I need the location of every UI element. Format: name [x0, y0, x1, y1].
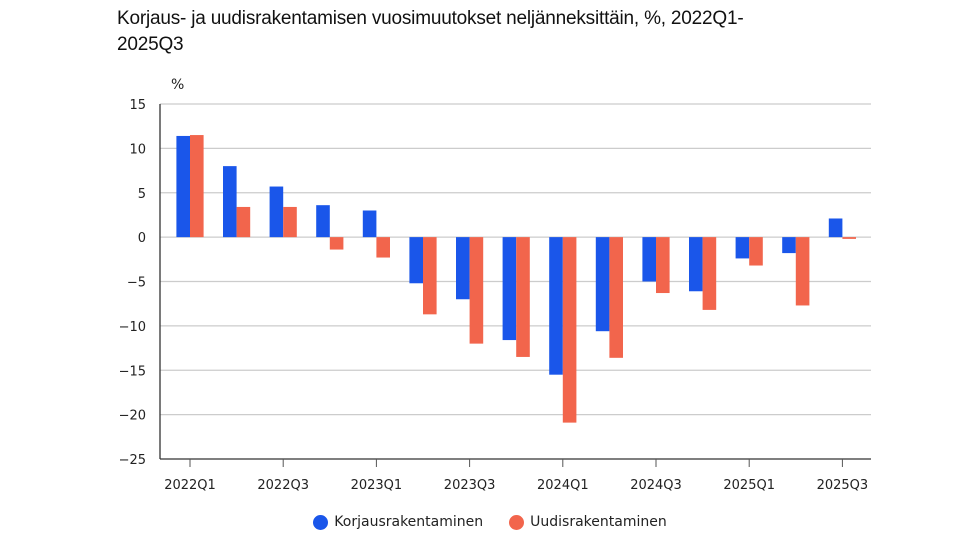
x-tick-label: 2023Q3	[444, 478, 496, 493]
legend-item-uudisrakentaminen[interactable]: Uudisrakentaminen	[509, 514, 667, 530]
legend-marker-orange	[509, 514, 525, 530]
bar-uudisrakentaminen-2022q4[interactable]	[329, 237, 344, 250]
bar-korjausrakentaminen-2023q4[interactable]	[502, 237, 517, 341]
bar-uudisrakentaminen-2023q3[interactable]	[469, 237, 484, 344]
bar-uudisrakentaminen-2024q1[interactable]	[562, 237, 577, 423]
chart-title-line-2: 2025Q3	[117, 34, 184, 55]
bar-korjausrakentaminen-2023q2[interactable]	[409, 237, 423, 284]
legend-item-korjausrakentaminen[interactable]: Korjausrakentaminen	[313, 514, 483, 530]
bar-uudisrakentaminen-2025q2[interactable]	[795, 237, 810, 306]
bar-uudisrakentaminen-2023q2[interactable]	[423, 237, 437, 315]
bar-korjausrakentaminen-2024q1[interactable]	[549, 237, 563, 375]
chart-title: Korjaus- ja uudisrakentamisen vuosimuuto…	[117, 6, 817, 58]
bar-korjausrakentaminen-2025q3[interactable]	[828, 218, 843, 238]
bar-chart: % 15 10 5 0 −5 −10 −15 −20 −25 2022Q1 2022Q3 2023Q…	[119, 77, 871, 493]
bar-uudisrakentaminen-2025q3[interactable]	[842, 237, 856, 239]
bar-korjausrakentaminen-2023q1[interactable]	[362, 210, 377, 238]
bar-uudisrakentaminen-2025q1[interactable]	[749, 237, 763, 266]
bar-uudisrakentaminen-2022q1[interactable]	[190, 135, 204, 238]
y-tick-label: −15	[119, 364, 146, 379]
bar-korjausrakentaminen-2022q1[interactable]	[176, 135, 190, 238]
bar-uudisrakentaminen-2023q1[interactable]	[376, 237, 390, 258]
y-tick-label: −20	[119, 409, 146, 424]
bar-uudisrakentaminen-2022q2[interactable]	[236, 206, 251, 238]
bar-uudisrakentaminen-2024q2[interactable]	[609, 237, 623, 358]
y-tick-label: 5	[138, 187, 146, 202]
x-tick-label: 2024Q1	[537, 478, 589, 493]
y-axis-unit-label: %	[171, 77, 184, 93]
x-axis-ticks: 2022Q1 2022Q3 2023Q1 2023Q3 2024Q1 2024Q3 2025…	[164, 459, 868, 493]
y-tick-label: −25	[119, 453, 146, 468]
chart-title-line-1: Korjaus- ja uudisrakentamisen vuosimuuto…	[117, 8, 744, 29]
bar-uudisrakentaminen-2024q4[interactable]	[702, 237, 717, 310]
y-tick-label: 0	[138, 231, 146, 246]
y-tick-label: 15	[129, 98, 146, 113]
y-axis-ticks: 15 10 5 0 −5 −10 −15 −20 −25	[119, 98, 146, 468]
x-tick-label: 2025Q1	[723, 478, 775, 493]
bar-korjausrakentaminen-2024q2[interactable]	[595, 237, 610, 332]
bar-korjausrakentaminen-2024q3[interactable]	[642, 237, 656, 282]
bar-uudisrakentaminen-2024q3[interactable]	[656, 237, 670, 294]
y-tick-label: 10	[129, 142, 146, 157]
bar-uudisrakentaminen-2023q4[interactable]	[516, 237, 530, 357]
bar-korjausrakentaminen-2022q2[interactable]	[223, 166, 237, 238]
legend: Korjausrakentaminen Uudisrakentaminen	[0, 514, 980, 530]
bar-korjausrakentaminen-2022q3[interactable]	[269, 186, 284, 238]
x-tick-label: 2024Q3	[630, 478, 682, 493]
legend-label: Korjausrakentaminen	[334, 514, 484, 530]
bars	[176, 135, 856, 423]
legend-marker-blue	[313, 514, 329, 530]
bar-korjausrakentaminen-2024q4[interactable]	[689, 237, 703, 292]
bar-uudisrakentaminen-2022q3[interactable]	[283, 206, 297, 238]
x-tick-label: 2022Q3	[257, 478, 309, 493]
y-tick-label: −5	[127, 276, 146, 291]
bar-korjausrakentaminen-2025q2[interactable]	[782, 237, 796, 254]
bar-korjausrakentaminen-2022q4[interactable]	[316, 205, 330, 238]
bar-korjausrakentaminen-2023q3[interactable]	[456, 237, 470, 300]
y-tick-label: −10	[119, 320, 146, 335]
x-tick-label: 2025Q3	[817, 478, 869, 493]
x-tick-label: 2023Q1	[351, 478, 403, 493]
x-tick-label: 2022Q1	[164, 478, 216, 493]
legend-label: Uudisrakentaminen	[530, 514, 667, 530]
axes	[159, 104, 871, 460]
bar-korjausrakentaminen-2025q1[interactable]	[735, 237, 750, 259]
